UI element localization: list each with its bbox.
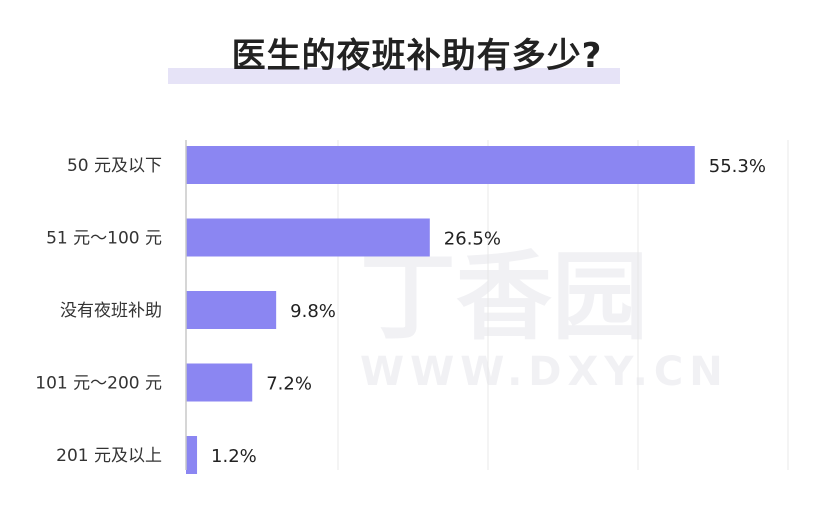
title-highlight [168, 68, 620, 84]
bar [186, 436, 198, 474]
bar [186, 291, 277, 329]
category-label: 201 元及以上 [56, 446, 162, 466]
value-label: 9.8% [290, 301, 336, 322]
category-label: 101 元～200 元 [35, 374, 162, 394]
chart-title: 医生的夜班补助有多少? [231, 36, 603, 76]
value-label: 55.3% [709, 156, 766, 177]
value-label: 26.5% [444, 229, 501, 250]
category-label: 51 元～100 元 [46, 229, 162, 249]
grid-lines [337, 140, 789, 470]
value-label: 1.2% [211, 446, 257, 467]
category-label: 没有夜班补助 [60, 301, 162, 321]
bar [186, 146, 695, 184]
title-wrap: 医生的夜班补助有多少? [0, 28, 834, 77]
value-labels: 55.3% 26.5% 9.8% 7.2% 1.2% [211, 156, 766, 467]
bar [186, 218, 430, 257]
category-label: 50 元及以下 [67, 156, 162, 176]
bars [186, 146, 695, 474]
value-label: 7.2% [266, 374, 312, 395]
bar [186, 363, 253, 402]
